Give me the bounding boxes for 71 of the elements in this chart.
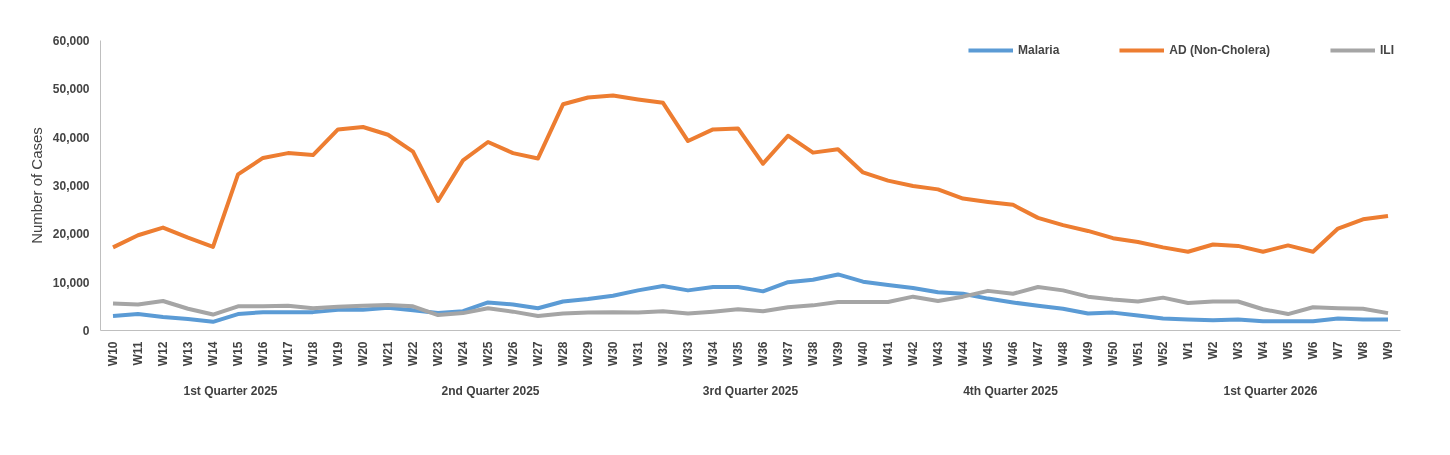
- x-tick-label: W18: [306, 341, 320, 367]
- x-tick-label: W46: [1006, 341, 1020, 367]
- x-tick-label: W14: [206, 341, 220, 367]
- x-tick-label: W2: [1206, 341, 1220, 360]
- line-series: [111, 93, 1390, 254]
- x-tick-label: W50: [1106, 341, 1120, 367]
- x-tick-label: W25: [481, 341, 495, 367]
- x-tick-label: W22: [406, 341, 420, 367]
- y-tick-label: 40,000: [52, 130, 90, 145]
- text: 3rd Quarter 2025: [702, 383, 799, 398]
- x-tick-label: W27: [531, 341, 545, 367]
- x-tick-label: W23: [431, 341, 445, 367]
- x-tick-label: W10: [106, 341, 120, 367]
- y-tick-label: 0: [82, 324, 90, 338]
- x-tick-label: W30: [606, 341, 620, 367]
- x-tick-label: W15: [231, 341, 245, 367]
- x-tick-label: W45: [981, 341, 995, 367]
- x-tick-label: W38: [806, 341, 820, 367]
- x-tick-label: W43: [931, 341, 945, 367]
- x-tick-label: W40: [856, 341, 870, 367]
- line-series: [111, 285, 1390, 318]
- x-tick-label: W21: [381, 341, 395, 367]
- y-tick-label: 60,000: [52, 34, 90, 48]
- x-tick-label: W37: [781, 341, 795, 367]
- x-tick-label: W47: [1031, 341, 1045, 367]
- text: 1st Quarter 2026: [1223, 383, 1318, 398]
- y-tick-label: 50,000: [52, 82, 90, 97]
- x-tick-label: W49: [1081, 341, 1095, 367]
- x-tick-label: W36: [756, 341, 770, 367]
- legend-label: Malaria: [1017, 43, 1060, 57]
- x-tick-label: W44: [956, 341, 970, 367]
- x-tick-label: W39: [831, 341, 845, 367]
- x-tick-label: W34: [706, 341, 720, 367]
- x-tick-label: W42: [906, 341, 920, 367]
- x-tick-label: W31: [631, 341, 645, 367]
- y-tick-label: 20,000: [52, 227, 90, 242]
- y-tick-label: 30,000: [52, 179, 90, 193]
- text: 1st Quarter 2025: [183, 383, 278, 398]
- x-tick-label: W20: [356, 341, 370, 367]
- x-tick-label: W26: [506, 341, 520, 367]
- x-tick-label: W51: [1131, 341, 1145, 367]
- x-tick-label: W33: [681, 341, 695, 367]
- x-tick-label: W16: [256, 341, 270, 367]
- x-tick-label: W8: [1356, 341, 1370, 360]
- x-tick-label: W48: [1056, 341, 1070, 367]
- x-tick-label: W41: [881, 341, 895, 367]
- x-tick-label: W52: [1156, 341, 1170, 367]
- legend-label: AD (Non-Cholera): [1169, 43, 1270, 57]
- x-tick-label: W1: [1181, 341, 1195, 360]
- x-tick-label: W6: [1306, 341, 1320, 360]
- legend-label: ILI: [1380, 43, 1395, 57]
- x-tick-label: W5: [1281, 341, 1295, 360]
- x-tick-label: W32: [656, 341, 670, 367]
- y-tick-label: 10,000: [52, 275, 90, 290]
- x-tick-label: W17: [281, 341, 295, 367]
- line-series: [111, 272, 1390, 324]
- x-tick-label: W29: [581, 341, 595, 367]
- x-tick-label: W35: [731, 341, 745, 367]
- x-tick-label: W11: [131, 341, 145, 366]
- x-tick-label: W7: [1331, 341, 1345, 360]
- x-tick-label: W13: [181, 341, 195, 367]
- x-tick-label: W24: [456, 341, 470, 367]
- x-tick-label: W12: [156, 341, 170, 367]
- x-tick-label: W9: [1381, 341, 1395, 360]
- x-tick-label: W3: [1231, 341, 1245, 360]
- text: 4th Quarter 2025: [963, 383, 1059, 398]
- y-axis-title: Number of Cases: [27, 127, 45, 244]
- text: 2nd Quarter 2025: [441, 383, 540, 398]
- x-tick-label: W4: [1256, 341, 1270, 360]
- x-tick-label: W28: [556, 341, 570, 367]
- x-tick-label: W19: [331, 341, 345, 367]
